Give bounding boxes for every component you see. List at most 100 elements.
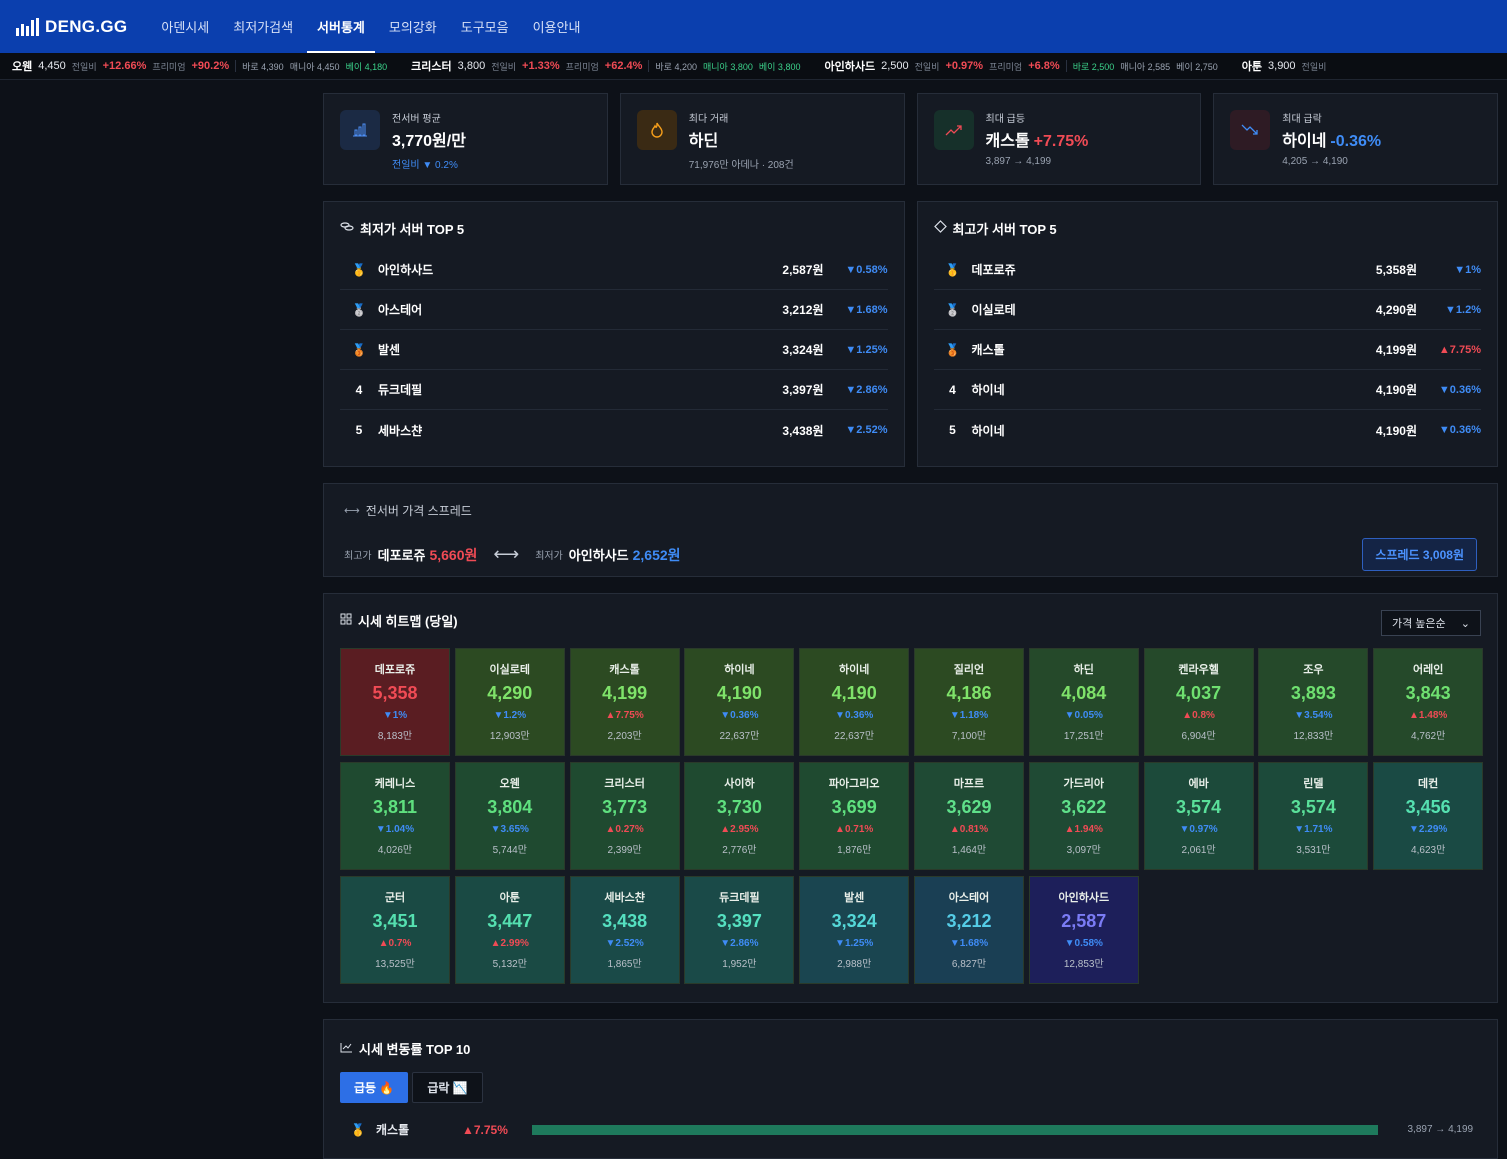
heatmap-volume: 6,904만 (1181, 731, 1216, 742)
ticker-divider (1065, 60, 1067, 72)
ticker-premium: +6.8% (1028, 60, 1060, 72)
heatmap-server: 하딘 (1073, 664, 1094, 676)
trend-up-icon (933, 110, 974, 150)
heatmap-volume: 1,952만 (722, 959, 757, 970)
nav-link-6[interactable]: 이용안내 (532, 20, 581, 35)
nav-link-3[interactable]: 서버통계 (305, 0, 377, 53)
rank-badge: 🥇 (351, 262, 367, 277)
spread-low-label: 최저가 (535, 551, 563, 562)
heatmap-server: 켄라우헬 (1178, 664, 1219, 676)
stat-sub: 4,205 → 4,190 (1282, 156, 1348, 167)
heatmap-cell[interactable]: 캐스톨 4,199 ▲7.75% 2,203만 (569, 648, 680, 756)
lowest-row[interactable]: 🥇 아인하사드 2,587원 ▼0.58% (340, 250, 888, 290)
heatmap-change: ▲0.71% (835, 824, 874, 835)
highest-row[interactable]: 🥈 이실로테 4,290원 ▼1.2% (933, 290, 1481, 330)
heatmap-cell[interactable]: 아툰 3,447 ▲2.99% 5,132만 (454, 876, 565, 984)
highest-row[interactable]: 4 하이네 4,190원 ▼0.36% (933, 370, 1481, 410)
highest-row[interactable]: 5 하이네 4,190원 ▼0.36% (934, 410, 1481, 450)
nav-link-4[interactable]: 모의강화 (388, 20, 437, 35)
heatmap-change: ▼2.29% (1409, 824, 1448, 835)
heatmap-cell[interactable]: 에바 3,574 ▼0.97% 2,061만 (1143, 762, 1254, 870)
stat-value-main: 3,770원/만 (392, 133, 466, 150)
heatmap-cell[interactable]: 아인하사드 2,587 ▼0.58% 12,853만 (1028, 876, 1139, 984)
tab-surge[interactable]: 급등 🔥 (340, 1072, 409, 1103)
heatmap-cell[interactable]: 듀크데필 3,397 ▼2.86% 1,952만 (684, 876, 795, 984)
heatmap-volume: 4,762만 (1411, 731, 1446, 742)
rank-badge: 4 (355, 382, 363, 397)
heatmap-cell[interactable]: 발센 3,324 ▼1.25% 2,988만 (799, 876, 910, 984)
heatmap-price: 3,574 (1176, 797, 1222, 817)
main-content: 전서버 평균 3,770원/만 전일비 ▼ 0.2% 최다 거래 하딘 71,976만 아… (323, 93, 1498, 1159)
server-name: 하이네 (971, 423, 1005, 438)
heatmap-volume: 3,097만 (1066, 845, 1101, 856)
nav-link-5[interactable]: 도구모음 (460, 20, 509, 35)
heatmap-change: ▲0.27% (605, 824, 644, 835)
heatmap-cell[interactable]: 군터 3,451 ▲0.7% 13,525만 (340, 876, 450, 984)
heatmap-cell[interactable]: 세바스챤 3,438 ▼2.52% 1,865만 (569, 876, 680, 984)
lowest-row[interactable]: 🥈 아스테어 3,212원 ▼1.68% (340, 290, 888, 330)
heatmap-cell[interactable]: 크리스터 3,773 ▲0.27% 2,399만 (569, 762, 680, 870)
heatmap-cell[interactable]: 케레니스 3,811 ▼1.04% 4,026만 (340, 762, 450, 870)
lowest-list: 🥇 아인하사드 2,587원 ▼0.58% 🥈 아스테어 3,212원 ▼1.68% 🥉 발센 3,… (340, 250, 888, 450)
spread-title: 전서버 가격 스프레드 (365, 503, 472, 518)
highest-row[interactable]: 🥇 데포로쥬 5,358원 ▼1% (933, 250, 1481, 290)
price-change: ▼1% (1454, 263, 1481, 276)
nav-link-1[interactable]: 아덴시세 (161, 20, 210, 35)
heatmap-change: ▼0.36% (720, 710, 759, 721)
heatmap-cell[interactable]: 하이네 4,190 ▼0.36% 22,637만 (684, 648, 795, 756)
heatmap-volume: 8,183만 (377, 731, 413, 742)
price-change: ▼0.36% (1438, 424, 1481, 436)
line-chart-icon (340, 1041, 353, 1056)
heatmap-volume: 12,853만 (1063, 959, 1104, 970)
heatmap-price: 3,451 (372, 911, 418, 931)
heatmap-cell[interactable]: 사이하 3,730 ▲2.95% 2,776만 (684, 762, 795, 870)
heatmap-cell[interactable]: 아스테어 3,212 ▼1.68% 6,827만 (913, 876, 1024, 984)
heatmap-cell[interactable]: 오웬 3,804 ▼3.65% 5,744만 (454, 762, 565, 870)
sort-select[interactable]: 가격 높은순 ⌄ (1381, 610, 1481, 636)
lowest-row[interactable]: 5 세바스챤 3,438원 ▼2.52% (340, 410, 888, 450)
lowest-top5-card: 최저가 서버 TOP 5 🥇 아인하사드 2,587원 ▼0.58% 🥈 아스테어 3,21… (323, 201, 905, 467)
heatmap-cell[interactable]: 하이네 4,190 ▼0.36% 22,637만 (799, 648, 910, 756)
server-name: 이실로테 (971, 303, 1016, 317)
price-change: ▼2.52% (845, 424, 888, 436)
heatmap-cell[interactable]: 이실로테 4,290 ▼1.2% 12,903만 (454, 648, 565, 756)
lowest-row[interactable]: 🥉 발센 3,324원 ▼1.25% (340, 330, 888, 370)
heatmap-cell[interactable]: 데컨 3,456 ▼2.29% 4,623만 (1373, 762, 1484, 870)
heatmap-price: 3,773 (602, 797, 648, 817)
ticker-divider (235, 60, 237, 72)
server-price: 3,438원 (782, 423, 824, 438)
heatmap-cell[interactable]: 하딘 4,084 ▼0.05% 17,251만 (1028, 648, 1139, 756)
heatmap-change: ▼0.05% (1064, 710, 1103, 721)
stat-value: 3,770원/만 (392, 127, 466, 151)
tab-plunge[interactable]: 급락 📉 (412, 1072, 483, 1103)
price-change: ▼2.86% (845, 383, 888, 396)
heatmap-cell[interactable]: 데포로쥬 5,358 ▼1% 8,183만 (340, 648, 450, 756)
trend-down-icon (1230, 110, 1271, 150)
heatmap-price: 3,622 (1061, 797, 1107, 817)
heatmap-price: 4,186 (946, 683, 992, 703)
server-name: 세바스챤 (378, 423, 423, 438)
nav-link-2[interactable]: 최저가검색 (233, 20, 294, 35)
brand-logo[interactable]: DENG.GG (16, 17, 127, 37)
lowest-row[interactable]: 4 듀크데필 3,397원 ▼2.86% (340, 370, 888, 410)
heatmap-cell[interactable]: 가드리아 3,622 ▲1.94% 3,097만 (1028, 762, 1139, 870)
heatmap-volume: 12,903만 (489, 731, 530, 742)
volatility-row: 🥇 캐스톨 ▲7.75% 3,897 → 4,199 (340, 1121, 1481, 1138)
heatmap-cell[interactable]: 린델 3,574 ▼1.71% 3,531만 (1258, 762, 1369, 870)
spread-icon: ⟷ (344, 504, 360, 517)
highest-row[interactable]: 🥉 캐스톨 4,199원 ▲7.75% (933, 330, 1481, 370)
ticker-change: +0.97% (945, 60, 984, 72)
server-name: 듀크데필 (378, 383, 423, 397)
heatmap-cell[interactable]: 마프르 3,629 ▲0.81% 1,464만 (913, 762, 1024, 870)
heatmap-cell[interactable]: 어레인 3,843 ▲1.48% 4,762만 (1373, 648, 1484, 756)
heatmap-cell[interactable]: 조우 3,893 ▼3.54% 12,833만 (1258, 648, 1369, 756)
heatmap-volume: 3,531만 (1296, 845, 1331, 856)
heatmap-price: 3,447 (487, 911, 533, 931)
heatmap-server: 하이네 (724, 664, 755, 676)
spread-high-server: 데포로쥬 (377, 548, 426, 563)
heatmap-price: 2,587 (1061, 911, 1107, 931)
rank-badge: 🥉 (945, 342, 960, 357)
heatmap-cell[interactable]: 파아그리오 3,699 ▲0.71% 1,876만 (799, 762, 910, 870)
heatmap-cell[interactable]: 질리언 4,186 ▼1.18% 7,100만 (913, 648, 1024, 756)
heatmap-cell[interactable]: 켄라우헬 4,037 ▲0.8% 6,904만 (1143, 648, 1254, 756)
